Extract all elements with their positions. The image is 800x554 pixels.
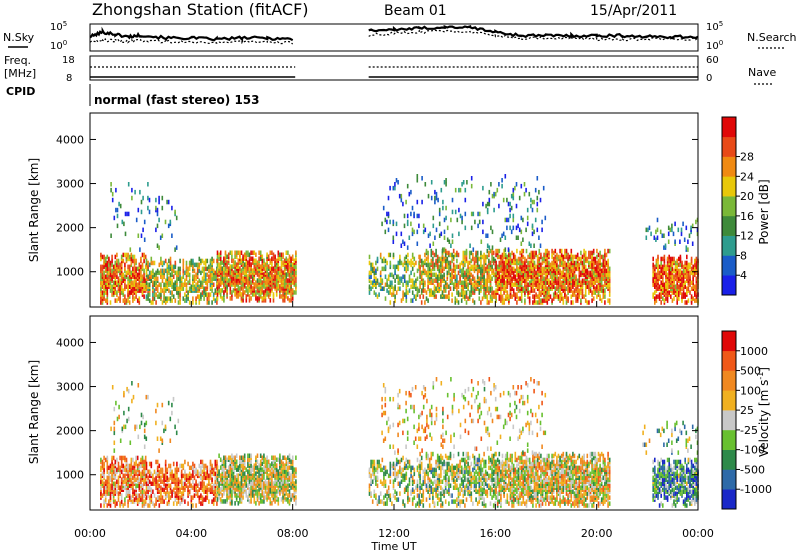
power-colorbar-swatch-7 [722,136,736,157]
power-colorbar-frame [721,116,737,296]
power-cb-label-5: 24 [740,170,754,183]
velocity-cb-label-6: -500 [740,463,765,476]
power-colorbar-swatch-4 [722,196,736,217]
freq-tick-top: 18 [62,55,75,66]
velocity-colorbar-swatch-1 [722,469,736,490]
noise-right-tick-top: 105 [706,20,723,33]
power-ylabel: Slant Range [km] [27,158,41,262]
velocity-colorbar-swatch-6 [722,370,736,391]
power-cb-label-4: 20 [740,190,754,203]
power-ytick-label-2: 3000 [56,178,84,191]
xtick-label-2: 08:00 [277,527,309,540]
power-ytick-label-0: 1000 [56,266,84,279]
velocity-colorbar-swatch-7 [722,350,736,371]
power-cb-label-6: 28 [740,151,754,164]
nave-label: Nave [748,66,776,79]
xtick-label-3: 12:00 [378,527,410,540]
power-colorbar-swatch-2 [722,235,736,256]
cpid-label: CPID [6,85,35,98]
power-colorbar-swatch-6 [722,156,736,177]
power-data-cells [100,174,699,305]
velocity-ytick-label-0: 1000 [56,469,84,482]
velocity-ytick-label-1: 2000 [56,425,84,438]
velocity-cb-label-5: -100 [740,444,765,457]
velocity-ytick-label-2: 3000 [56,381,84,394]
power-colorbar-swatch-3 [722,215,736,236]
velocity-y-ticks: 1000 2000 3000 4000 [56,336,698,482]
power-y-ticks: 1000 2000 3000 4000 [56,133,698,279]
velocity-colorbar-swatch-2 [722,449,736,470]
velocity-colorbar-swatch-4 [722,410,736,431]
cpid-bar: normal (fast stereo) 153 [89,84,260,107]
power-ytick-label-1: 2000 [56,222,84,235]
velocity-colorbar-frame [721,330,737,510]
power-panel: 1000 2000 3000 4000 Slant Range [km] 4 8 12 16… [27,112,771,308]
velocity-cb-label-0: 1000 [740,345,768,358]
velocity-cb-label-1: 500 [740,365,761,378]
velocity-colorbar-swatch-0 [722,489,736,510]
power-cb-label-2: 12 [740,230,754,243]
power-cb-label-1: 8 [740,249,747,262]
power-colorbar: 4 8 12 16 20 24 28 [721,116,754,296]
freq-tick-bottom: 8 [66,73,72,84]
velocity-colorbar-label: Velocity [m s-1] [756,367,771,457]
power-colorbar-swatch-1 [722,255,736,276]
velocity-ytick-label-3: 4000 [56,336,84,349]
freq-panel-frame [89,55,699,81]
station-title: Zhongshan Station (fitACF) [92,0,309,19]
velocity-colorbar-swatch-3 [722,429,736,450]
velocity-colorbar-swatch-8 [722,331,736,352]
nsearch-label: N.Search [747,31,797,44]
xtick-label-4: 16:00 [479,527,511,540]
power-cb-label-3: 16 [740,210,754,223]
power-colorbar-swatch-8 [722,117,736,138]
noise-left-tick-top: 105 [50,20,67,33]
xtick-label-1: 04:00 [175,527,207,540]
noise-left-tick-bottom: 100 [50,39,67,52]
cpid-text: normal (fast stereo) 153 [94,93,260,107]
power-cb-label-0: 4 [740,269,747,282]
power-colorbar-label: Power [dB] [757,179,771,244]
velocity-data-cells [100,377,699,508]
noise-line-nsky [89,25,699,43]
velocity-panel: 1000 2000 3000 4000 00:00 04:00 08:00 12:00 16:… [27,301,772,553]
nsky-label: N.Sky [3,31,35,44]
xtick-label-5: 20:00 [581,527,613,540]
freq-panel: 18 8 60 0 [62,55,719,84]
velocity-colorbar: 1000 500 100 25 -25 -100 -500 -1000 [721,330,772,510]
freq-nave-lines [90,66,698,78]
time-ut-label: Time UT [370,540,416,553]
noise-right-tick-bottom: 100 [706,39,723,52]
velocity-cb-label-7: -1000 [740,483,772,496]
velocity-cb-label-2: 100 [740,384,761,397]
power-colorbar-swatch-0 [722,275,736,296]
nave-tick-top: 60 [706,55,719,66]
velocity-ylabel: Slant Range [km] [27,360,41,464]
beam-label: Beam 01 [384,3,447,19]
velocity-colorbar-swatch-5 [722,390,736,411]
noise-panel: 105 100 105 100 [50,20,723,52]
noise-series-lines [89,25,699,45]
velocity-x-ticks: 00:00 04:00 08:00 12:00 16:00 20:00 00:00 [74,301,714,540]
xtick-label-6: 00:00 [682,527,714,540]
freq-label: Freq. [4,54,31,67]
noise-line-nsearch [89,29,699,45]
velocity-cb-label-3: 25 [740,404,754,417]
date-label: 15/Apr/2011 [590,3,677,19]
freq-unit-label: [MHz] [4,67,36,80]
velocity-cb-label-4: -25 [740,424,758,437]
nave-tick-bottom: 0 [706,73,712,84]
power-ytick-label-3: 4000 [56,133,84,146]
power-colorbar-swatch-5 [722,176,736,197]
xtick-label-0: 00:00 [74,527,106,540]
